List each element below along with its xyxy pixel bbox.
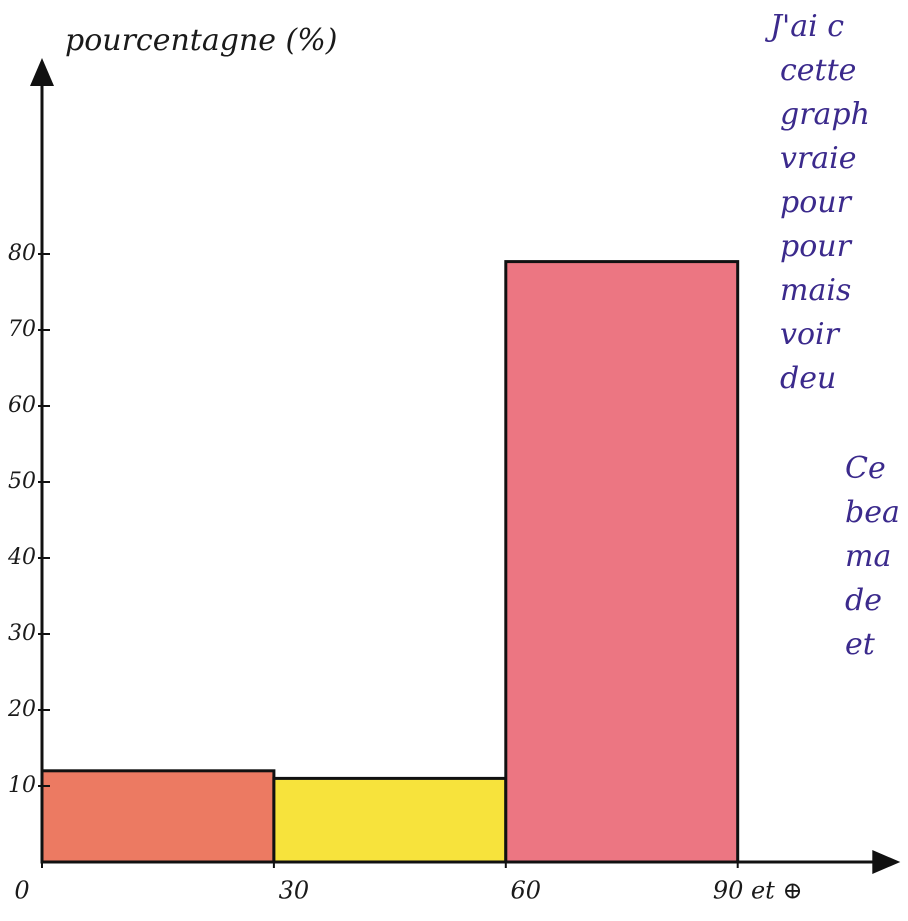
- y-tick-label: 10: [8, 773, 36, 798]
- annotation-line: Ce: [845, 451, 886, 486]
- x-tick-label: 0: [14, 877, 29, 905]
- bar: [40, 769, 276, 864]
- annotation-line: graph: [780, 97, 870, 132]
- y-tick-label: 20: [7, 697, 36, 722]
- y-axis-arrow: [30, 58, 54, 86]
- annotation-line: cette: [780, 53, 856, 88]
- annotation-line: voir: [780, 317, 841, 352]
- annotation-line: pour: [780, 185, 853, 220]
- annotation-line: mais: [780, 273, 851, 308]
- y-tick-label: 80: [8, 241, 36, 266]
- annotation-line: de: [845, 583, 882, 618]
- y-axis-label: pourcentagne (%): [65, 23, 337, 58]
- x-tick-label: 30: [279, 877, 310, 905]
- annotation-line: vraie: [780, 141, 857, 176]
- annotation-line: J'ai c: [764, 9, 844, 44]
- y-tick-label: 30: [8, 621, 36, 646]
- x-axis-arrow: [872, 850, 901, 874]
- annotation-line: et: [845, 627, 876, 662]
- bar: [272, 776, 508, 864]
- bar: [504, 260, 740, 864]
- y-tick-label: 40: [7, 545, 36, 570]
- y-tick-label: 50: [8, 469, 36, 494]
- x-tick-label: 90 et ⊕: [713, 877, 803, 905]
- annotation-line: bea: [845, 495, 900, 530]
- y-tick-label: 60: [8, 393, 36, 418]
- annotation-line: deu: [780, 361, 836, 396]
- annotation-line: ma: [845, 539, 891, 574]
- x-tick-label: 60: [511, 877, 542, 905]
- y-tick-label: 70: [8, 317, 36, 342]
- annotation-line: pour: [780, 229, 853, 264]
